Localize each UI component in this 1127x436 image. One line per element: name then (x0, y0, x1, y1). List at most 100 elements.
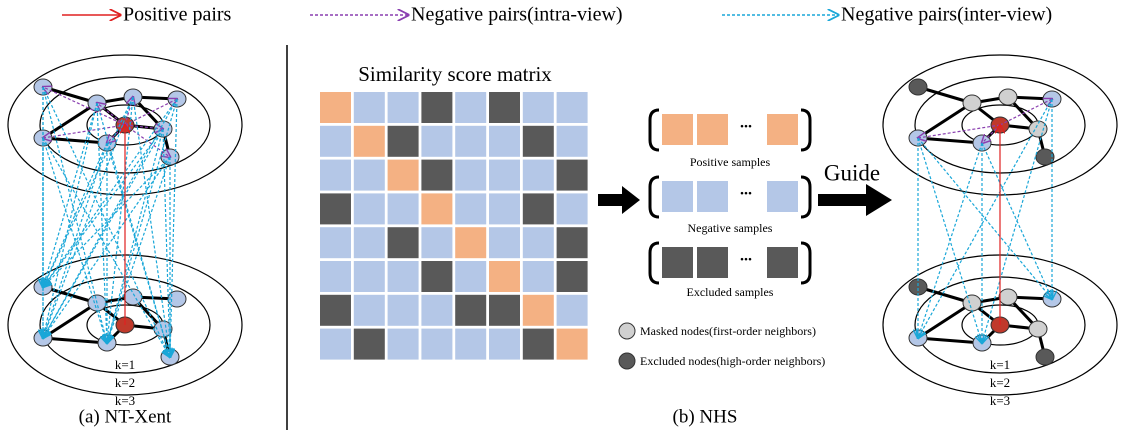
pair-arrow (982, 124, 1001, 143)
ellipsis: ... (740, 115, 752, 132)
matrix-cell (320, 261, 351, 292)
matrix-cell (387, 193, 419, 225)
matrix-cell (455, 294, 487, 326)
matrix-cell (455, 328, 487, 360)
pair-arrow (107, 98, 178, 343)
matrix-cell (522, 159, 554, 191)
matrix-cell (320, 125, 351, 157)
matrix-cell (556, 125, 588, 157)
pair-arrow (918, 124, 1001, 138)
sample-square (662, 114, 693, 145)
matrix-cell (353, 261, 385, 292)
legend-node (618, 352, 636, 370)
pair-arrow (162, 128, 170, 357)
pair-arrow (107, 96, 134, 343)
sample-square (697, 247, 728, 278)
matrix-cell (455, 125, 487, 157)
matrix-cell (489, 227, 520, 259)
matrix-cell (455, 92, 487, 123)
edge (42, 301, 98, 340)
matrix-cell (556, 159, 588, 191)
matrix-cell (489, 125, 520, 157)
edge (917, 136, 983, 145)
matrix-cell (455, 159, 487, 191)
bracket (648, 241, 660, 285)
pair-arrow (981, 142, 1052, 299)
ellipsis: ... (740, 248, 752, 265)
matrix-cell (387, 92, 419, 123)
matrix-cell (489, 294, 520, 326)
caption: (b) NHS (673, 406, 738, 427)
matrix-cell (489, 261, 520, 292)
k-label: k=2 (115, 375, 135, 390)
matrix-cell (522, 227, 554, 259)
pair-arrow (97, 103, 126, 126)
matrix-cell (455, 261, 487, 292)
matrix-cell (320, 294, 351, 326)
matrix-cell (387, 294, 419, 326)
edge (917, 301, 973, 340)
k-label: k=1 (990, 357, 1010, 372)
sample-square (662, 181, 693, 212)
pair-arrow (107, 156, 171, 343)
matrix-cell (421, 294, 453, 326)
pair-arrow (106, 142, 170, 357)
sample-square (662, 247, 693, 278)
k-label: k=1 (115, 357, 135, 372)
pair-arrow (43, 96, 134, 338)
matrix-cell (421, 227, 453, 259)
matrix-cell (320, 159, 351, 191)
sample-label: Negative samples (688, 221, 773, 235)
sample-square (697, 114, 728, 145)
matrix-cell (455, 193, 487, 225)
matrix-cell (353, 159, 385, 191)
bracket (800, 175, 812, 219)
k-label: k=3 (990, 393, 1010, 408)
matrix-cell (353, 227, 385, 259)
matrix-cell (320, 227, 351, 259)
k-label: k=3 (115, 393, 135, 408)
node (998, 288, 1018, 306)
matrix-cell (387, 261, 419, 292)
bracket (648, 175, 660, 219)
matrix-cell (489, 92, 520, 123)
matrix-cell (320, 328, 351, 360)
matrix-cell (353, 328, 385, 360)
matrix-cell (387, 328, 419, 360)
sample-square (767, 114, 798, 145)
matrix-cell (556, 227, 588, 259)
sample-square (767, 247, 798, 278)
node (908, 278, 928, 296)
matrix-cell (387, 159, 419, 191)
pair-arrow (918, 142, 983, 338)
pair-arrow (96, 102, 170, 357)
matrix-cell (353, 193, 385, 225)
pair-arrow (43, 156, 171, 338)
matrix-cell (387, 227, 419, 259)
edge (917, 336, 983, 345)
bracket (800, 108, 812, 152)
sample-square (767, 181, 798, 212)
arrow (818, 184, 892, 216)
pair-arrow (43, 128, 164, 287)
matrix-cell (489, 328, 520, 360)
matrix-cell (556, 328, 588, 360)
matrix-cell (353, 125, 385, 157)
edge (42, 101, 98, 140)
legend-node (618, 322, 636, 340)
matrix-cell (522, 125, 554, 157)
pair-arrow (918, 98, 1053, 338)
matrix-cell (489, 159, 520, 191)
edge (42, 336, 108, 345)
pair-arrow (170, 98, 178, 357)
matrix-cell (522, 294, 554, 326)
legend-text: Positive pairs (123, 4, 232, 26)
matrix-cell (421, 261, 453, 292)
legend-text: Negative pairs(intra-view) (411, 4, 623, 26)
matrix-title: Similarity score matrix (358, 62, 552, 86)
node (962, 94, 982, 112)
k-label: k=2 (990, 375, 1010, 390)
node (1028, 320, 1048, 338)
sample-label: Positive samples (690, 155, 771, 169)
